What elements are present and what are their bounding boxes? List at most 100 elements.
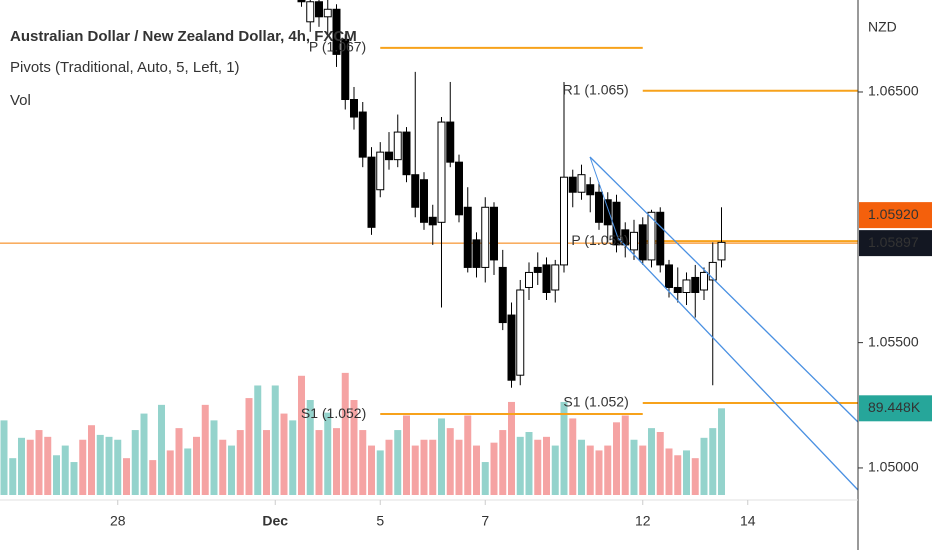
pivot-label: R1 (1.065) — [563, 81, 629, 97]
volume-bar — [534, 439, 542, 495]
indicator-label: Vol — [10, 92, 31, 109]
volume-bar — [656, 432, 664, 495]
y-tick-label: 1.05000 — [868, 459, 919, 475]
volume-bar — [166, 450, 174, 495]
volume-bar — [87, 425, 95, 495]
volume-bar — [665, 448, 673, 495]
volume-bar — [9, 458, 17, 495]
volume-tag-box — [859, 395, 932, 422]
time-axis — [0, 500, 858, 550]
volume-bar — [262, 430, 270, 495]
candle-body — [682, 279, 691, 293]
currency-label: NZD — [868, 19, 897, 35]
volume-bar — [315, 430, 323, 495]
volume-bar — [394, 430, 402, 495]
volume-bar — [682, 450, 690, 495]
volume-bar — [402, 415, 410, 495]
volume-bar — [350, 400, 358, 495]
candle-body — [384, 151, 393, 161]
candle-body — [314, 1, 323, 18]
candle-body — [437, 121, 446, 223]
volume-bar — [96, 434, 104, 495]
candle-body — [349, 99, 358, 118]
volume-bar — [210, 420, 218, 495]
volume-bar — [516, 436, 524, 495]
candle-layer — [297, 0, 726, 388]
volume-bar — [140, 413, 148, 495]
volume-bar — [437, 418, 445, 495]
pivot-label: P (1.067) — [309, 39, 366, 55]
volume-bar — [481, 462, 489, 495]
volume-bar — [297, 375, 305, 495]
volume-bar — [201, 404, 209, 495]
volume-bar — [52, 455, 60, 495]
volume-bar — [114, 439, 122, 495]
candle-body — [629, 231, 638, 251]
channel-line — [589, 156, 619, 239]
volume-bar — [280, 413, 288, 495]
candle-body — [306, 1, 315, 23]
candle-body — [498, 266, 507, 324]
volume-bar — [429, 439, 437, 495]
candle-body — [419, 179, 428, 223]
candle-body — [516, 289, 525, 376]
volume-bar — [376, 450, 384, 495]
volume-bar — [289, 420, 297, 495]
volume-bar — [131, 430, 139, 495]
candle-body — [393, 131, 402, 161]
volume-bar — [254, 385, 262, 495]
volume-bar — [306, 400, 314, 495]
channel-line — [617, 237, 859, 491]
x-tick-label: 12 — [635, 513, 651, 529]
candle-body — [454, 161, 463, 216]
candle-body — [586, 184, 595, 196]
volume-bar — [542, 436, 550, 495]
x-tick-label: 7 — [481, 513, 489, 529]
candle-body — [323, 8, 332, 18]
volume-bar — [105, 436, 113, 495]
volume-bar — [0, 420, 8, 495]
volume-bar — [175, 428, 183, 495]
candle-body — [358, 111, 367, 158]
price-tag-text: 1.05920 — [868, 206, 919, 222]
volume-bar — [70, 462, 78, 495]
axes-layer: 1.06500 1.05500 1.05000 28 Dec 5 7 12 14 1.05920 1… — [110, 83, 932, 529]
candle-body — [332, 8, 341, 55]
candle-body — [341, 38, 350, 101]
volume-bar — [577, 439, 585, 495]
pivot-label: S1 (1.052) — [301, 405, 366, 421]
x-tick-label: 5 — [376, 513, 384, 529]
volume-bar — [472, 445, 480, 495]
volume-bar — [26, 439, 34, 495]
pivot-layer — [0, 46, 858, 416]
candle-body — [647, 211, 656, 261]
candle-body — [472, 239, 481, 268]
volume-bar — [595, 450, 603, 495]
candle-body — [489, 206, 498, 261]
candle-body — [708, 261, 717, 281]
channel-line — [589, 156, 859, 423]
volume-bar — [630, 439, 638, 495]
volume-bar — [586, 445, 594, 495]
price-axis — [858, 0, 932, 550]
candle-body — [717, 241, 726, 261]
last-price-box — [859, 230, 932, 257]
volume-bar — [455, 439, 463, 495]
volume-bar — [569, 418, 577, 495]
volume-bar — [612, 422, 620, 495]
volume-bar — [236, 430, 244, 495]
candle-body — [428, 216, 437, 226]
pivot-label: P (1.059) — [571, 232, 628, 248]
y-tick-label: 1.06500 — [868, 83, 919, 99]
candle-body — [551, 264, 560, 291]
candle-body — [446, 121, 455, 163]
x-tick-label: 14 — [740, 513, 756, 529]
candle-body — [411, 174, 420, 208]
volume-bar — [79, 439, 87, 495]
chart-title: Australian Dollar / New Zealand Dollar, … — [10, 28, 357, 45]
candle-body — [691, 276, 700, 293]
volume-bar — [359, 430, 367, 495]
volume-bar — [420, 439, 428, 495]
volume-bar — [219, 439, 227, 495]
